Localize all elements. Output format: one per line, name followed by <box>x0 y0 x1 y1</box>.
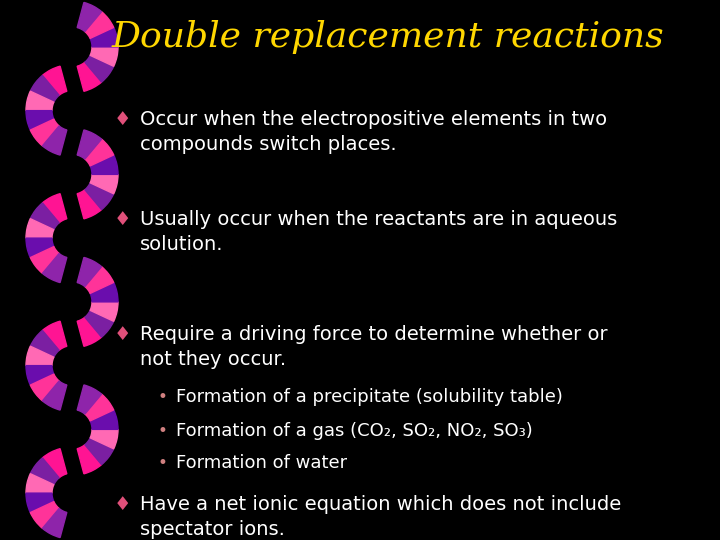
Wedge shape <box>42 509 67 537</box>
Wedge shape <box>90 410 118 429</box>
Wedge shape <box>90 155 118 174</box>
Text: Have a net ionic equation which does not include
spectator ions.: Have a net ionic equation which does not… <box>140 495 621 539</box>
Wedge shape <box>85 438 114 464</box>
Wedge shape <box>30 247 59 273</box>
Wedge shape <box>90 302 118 321</box>
Wedge shape <box>85 12 114 38</box>
Wedge shape <box>30 374 59 401</box>
Wedge shape <box>30 119 59 146</box>
Wedge shape <box>85 139 114 166</box>
Wedge shape <box>85 183 114 210</box>
Wedge shape <box>30 458 59 485</box>
Wedge shape <box>85 394 114 421</box>
Wedge shape <box>77 445 102 474</box>
Wedge shape <box>77 3 102 31</box>
Wedge shape <box>30 76 59 102</box>
Text: ♦: ♦ <box>114 210 131 229</box>
Text: Occur when the electropositive elements in two
compounds switch places.: Occur when the electropositive elements … <box>140 110 607 154</box>
Wedge shape <box>77 130 102 159</box>
Text: Usually occur when the reactants are in aqueous
solution.: Usually occur when the reactants are in … <box>140 210 617 254</box>
Wedge shape <box>77 190 102 219</box>
Text: Double replacement reactions: Double replacement reactions <box>112 20 665 54</box>
Text: ♦: ♦ <box>114 495 131 514</box>
Text: •: • <box>158 422 168 440</box>
Wedge shape <box>42 321 67 350</box>
Wedge shape <box>26 91 54 111</box>
Text: ♦: ♦ <box>114 110 131 129</box>
Wedge shape <box>42 126 67 155</box>
Wedge shape <box>42 381 67 410</box>
Wedge shape <box>30 330 59 357</box>
Wedge shape <box>26 474 54 493</box>
Wedge shape <box>90 47 118 66</box>
Wedge shape <box>90 282 118 302</box>
Text: Formation of a gas (CO₂, SO₂, NO₂, SO₃): Formation of a gas (CO₂, SO₂, NO₂, SO₃) <box>176 422 532 440</box>
Text: Formation of water: Formation of water <box>176 454 347 472</box>
Text: •: • <box>158 454 168 472</box>
Wedge shape <box>42 66 67 95</box>
Wedge shape <box>90 28 118 47</box>
Wedge shape <box>85 267 114 293</box>
Text: Formation of a precipitate (solubility table): Formation of a precipitate (solubility t… <box>176 388 562 406</box>
Wedge shape <box>26 346 54 366</box>
Wedge shape <box>90 174 118 194</box>
Wedge shape <box>26 238 54 258</box>
Wedge shape <box>77 62 102 91</box>
Wedge shape <box>77 385 102 414</box>
Wedge shape <box>30 203 59 230</box>
Wedge shape <box>26 219 54 238</box>
Wedge shape <box>90 429 118 449</box>
Wedge shape <box>30 502 59 528</box>
Text: •: • <box>158 388 168 406</box>
Wedge shape <box>42 449 67 478</box>
Wedge shape <box>42 253 67 282</box>
Wedge shape <box>77 258 102 287</box>
Wedge shape <box>26 493 54 512</box>
Wedge shape <box>26 111 54 130</box>
Wedge shape <box>42 194 67 223</box>
Wedge shape <box>85 55 114 82</box>
Wedge shape <box>26 366 54 385</box>
Wedge shape <box>77 317 102 346</box>
Text: Require a driving force to determine whether or
not they occur.: Require a driving force to determine whe… <box>140 325 607 369</box>
Wedge shape <box>85 310 114 337</box>
Text: ♦: ♦ <box>114 325 131 344</box>
